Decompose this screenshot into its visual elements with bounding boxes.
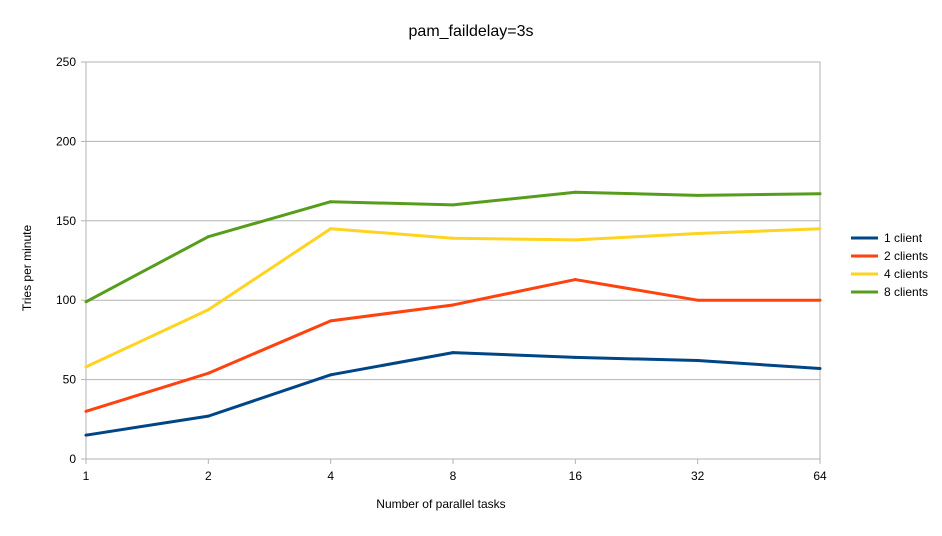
data-point-1-client <box>818 366 822 370</box>
x-axis-label: Number of parallel tasks <box>376 497 505 511</box>
legend-label: 8 clients <box>884 285 928 299</box>
x-tick-label: 1 <box>83 469 90 483</box>
data-point-1-client <box>696 359 700 363</box>
data-point-2-clients <box>818 298 822 302</box>
x-tick-label: 2 <box>205 469 212 483</box>
data-point-4-clients <box>696 232 700 236</box>
data-point-2-clients <box>573 278 577 282</box>
data-point-1-client <box>329 373 333 377</box>
data-point-8-clients <box>329 200 333 204</box>
y-tick-label: 100 <box>56 293 76 307</box>
series-line-2-clients <box>85 278 820 413</box>
data-point-8-clients <box>696 193 700 197</box>
y-tick-label: 0 <box>69 452 76 466</box>
series-lines <box>84 190 822 437</box>
data-point-2-clients <box>206 371 210 375</box>
x-axis-ticks: 1 2 4 8 16 32 64 <box>83 459 827 483</box>
series-line-4-clients <box>85 227 821 369</box>
data-point-4-clients <box>451 236 455 240</box>
x-tick-label: 16 <box>569 469 583 483</box>
data-point-8-clients <box>451 203 455 207</box>
data-point-2-clients <box>329 319 333 323</box>
data-point-8-clients <box>206 235 210 239</box>
data-point-4-clients <box>206 308 210 312</box>
x-tick-label: 8 <box>450 469 457 483</box>
data-point-4-clients <box>818 227 822 231</box>
y-tick-label: 50 <box>63 373 77 387</box>
series-line-8-clients <box>85 190 821 304</box>
x-tick-label: 4 <box>327 469 334 483</box>
y-tick-label: 250 <box>56 55 76 69</box>
y-axis-ticks: 0 50 100 150 200 250 <box>56 55 86 466</box>
data-point-8-clients <box>84 300 88 304</box>
gridlines <box>86 140 820 381</box>
data-point-8-clients <box>818 192 822 196</box>
y-tick-label: 150 <box>56 214 76 228</box>
legend: 1 client 2 clients 4 clients 8 clients <box>851 231 928 299</box>
data-point-8-clients <box>573 190 577 194</box>
data-point-2-clients <box>696 298 700 302</box>
data-point-1-client <box>573 355 577 359</box>
series-line-1-client <box>85 351 821 437</box>
plot-area-border <box>85 61 821 460</box>
data-point-4-clients <box>84 365 88 369</box>
data-point-4-clients <box>329 227 333 231</box>
legend-label: 2 clients <box>884 249 928 263</box>
legend-label: 4 clients <box>884 267 928 281</box>
data-point-2-clients <box>451 303 455 307</box>
legend-label: 1 client <box>884 231 923 245</box>
y-tick-label: 200 <box>56 134 76 148</box>
chart-title: pam_faildelay=3s <box>409 23 534 40</box>
x-tick-label: 64 <box>813 469 827 483</box>
data-point-1-client <box>451 351 455 355</box>
data-point-1-client <box>206 414 210 418</box>
y-axis-label: Tries per minute <box>20 225 34 312</box>
x-tick-label: 32 <box>691 469 705 483</box>
data-point-2-clients <box>84 409 88 413</box>
data-point-4-clients <box>573 238 577 242</box>
data-point-1-client <box>84 433 88 437</box>
